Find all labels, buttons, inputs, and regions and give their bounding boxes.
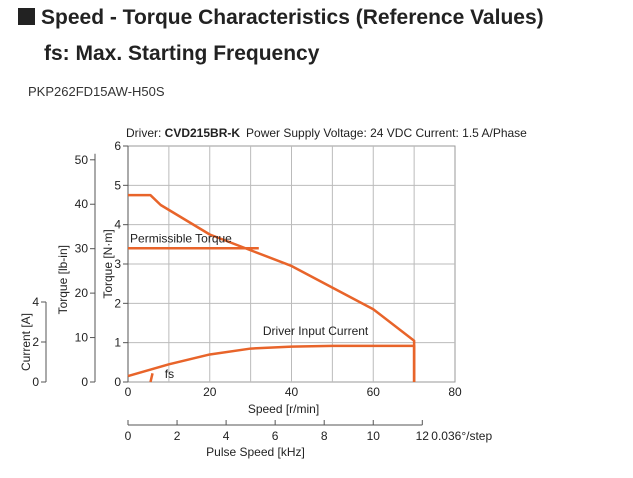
y-tick-label-nm: 1: [114, 336, 121, 350]
y-axis-label-lbin: Torque [lb-in]: [56, 245, 70, 314]
chart-series: [127, 193, 416, 383]
x-tick-label-pulse: 0: [125, 429, 132, 443]
x-axis-unit-note-pulse: 0.036°/step: [431, 429, 492, 443]
model-number: PKP262FD15AW-H50S: [28, 84, 165, 99]
y-axis-label-current: Current [A]: [19, 313, 33, 371]
x-tick-label-pulse: 12: [416, 429, 430, 443]
x-tick-label-speed: 20: [203, 385, 217, 399]
chart-caption: Driver: CVD215BR-K Power Supply Voltage: …: [126, 126, 527, 140]
y-tick-label-lbin: 50: [75, 153, 89, 167]
y-tick-label-lbin: 40: [75, 197, 89, 211]
square-bullet-icon: [18, 8, 35, 25]
fs-line: [149, 373, 154, 383]
x-axis-label-speed: Speed [r/min]: [248, 402, 319, 416]
x-tick-label-speed: 60: [367, 385, 381, 399]
y-tick-label-lbin: 20: [75, 286, 89, 300]
driver-input-current-line: [127, 344, 416, 382]
y-tick-label-current: 0: [32, 375, 39, 389]
y-tick-label-nm: 4: [114, 218, 121, 232]
x-tick-label-pulse: 6: [272, 429, 279, 443]
annotation-fs: fs: [165, 367, 174, 381]
x-axis-label-pulse: Pulse Speed [kHz]: [206, 445, 305, 459]
y-tick-label-lbin: 0: [81, 375, 88, 389]
y-tick-label-nm: 6: [114, 139, 121, 153]
y-tick-label-lbin: 10: [75, 331, 89, 345]
x-tick-label-speed: 0: [125, 385, 132, 399]
y-tick-label-lbin: 30: [75, 242, 89, 256]
y-tick-label-nm: 2: [114, 296, 121, 310]
x-tick-label-pulse: 2: [174, 429, 181, 443]
annotation-permissible-torque: Permissible Torque: [130, 231, 232, 245]
y-tick-label-nm: 3: [114, 257, 121, 271]
y-tick-label-current: 2: [32, 335, 39, 349]
y-axis-label-nm: Torque [N·m]: [101, 229, 115, 298]
chart-labels: Permissible Torque Driver Input Current fs: [130, 231, 369, 381]
chart-grid: [127, 145, 456, 383]
x-tick-label-speed: 80: [448, 385, 462, 399]
annotation-driver-input-current: Driver Input Current: [263, 324, 369, 338]
page-title: Speed - Torque Characteristics (Referenc…: [18, 6, 544, 30]
y-tick-label-nm: 0: [114, 375, 121, 389]
x-tick-label-pulse: 4: [223, 429, 230, 443]
x-tick-label-pulse: 8: [321, 429, 328, 443]
y-tick-label-nm: 5: [114, 178, 121, 192]
pullout-torque-line: [128, 193, 416, 382]
y-tick-label-current: 4: [32, 295, 39, 309]
x-tick-label-pulse: 10: [367, 429, 381, 443]
x-tick-label-speed: 40: [285, 385, 299, 399]
page-subtitle: fs: Max. Starting Frequency: [44, 42, 320, 65]
